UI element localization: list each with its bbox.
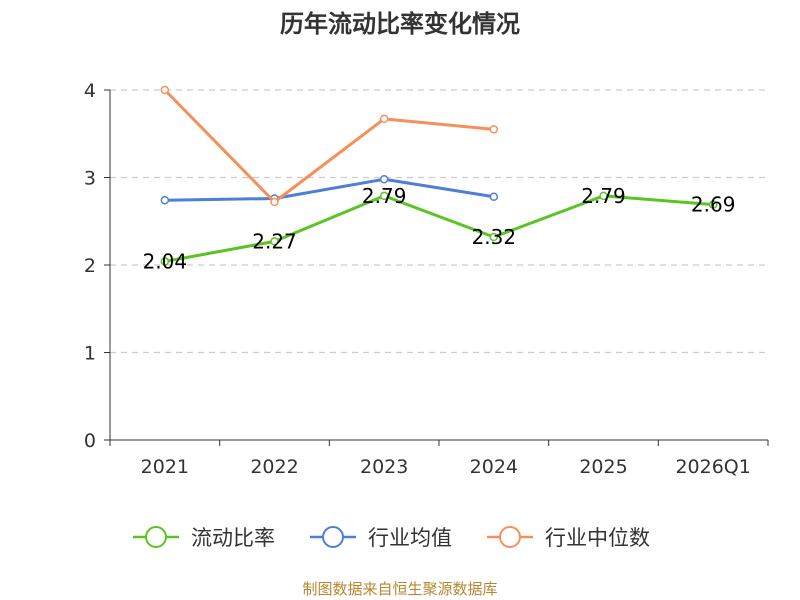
series-line-2	[163, 88, 494, 204]
point-2-2022	[270, 197, 279, 207]
x-tick-label-2025: 2025	[579, 456, 627, 478]
point-0-2023	[379, 191, 389, 201]
y-tick-label-4: 4	[84, 80, 96, 102]
chart-title: 历年流动比率变化情况	[280, 10, 520, 38]
legend-marker-1	[322, 526, 344, 548]
point-0-2025	[599, 191, 608, 201]
x-tick-label-2023: 2023	[360, 456, 408, 478]
grid-lines	[110, 89, 768, 354]
point-1-2023	[379, 175, 389, 184]
point-1-2024	[489, 192, 499, 201]
y-tick-label-1: 1	[84, 343, 96, 365]
legend-label-2: 行业中位数	[545, 526, 650, 550]
data-label-2026Q1: 2.69	[691, 193, 736, 217]
series-line-1	[164, 177, 495, 202]
series-2	[160, 85, 499, 207]
x-tick-label-2026Q1: 2026Q1	[675, 456, 750, 478]
point-0-2026Q1	[708, 200, 718, 209]
data-label-2022: 2.27	[252, 229, 297, 253]
x-tick-label-2024: 2024	[470, 456, 518, 478]
point-2-2021	[160, 85, 170, 95]
legend-label-0: 流动比率	[191, 526, 275, 550]
data-labels: 2.04 2.27 2.79 2.32 2.79 2.69	[143, 184, 736, 274]
series-0	[160, 191, 718, 266]
x-tick-label-2021: 2021	[141, 456, 189, 478]
series-1	[160, 175, 499, 205]
legend-item-1[interactable]: 行业均值	[310, 526, 452, 550]
x-tick-label-2022: 2022	[250, 456, 298, 478]
source-note: 制图数据来自恒生聚源数据库	[302, 580, 497, 598]
legend-item-0[interactable]: 流动比率	[133, 526, 275, 550]
data-label-2021: 2.04	[143, 250, 188, 274]
y-tick-label-3: 3	[84, 168, 96, 190]
axes: 0 1 2 3 4 2021 2022 2023 2024 2025 2026Q1	[84, 80, 769, 478]
point-0-2021	[160, 257, 170, 266]
point-2-2023	[379, 114, 389, 124]
series-layer	[160, 85, 718, 266]
legend-marker-0	[145, 526, 167, 548]
point-2-2024	[489, 125, 499, 134]
y-tick-label-2: 2	[84, 255, 96, 277]
data-label-2025: 2.79	[581, 184, 626, 208]
data-label-2024: 2.32	[472, 225, 517, 249]
series-line-0	[164, 194, 714, 263]
legend-label-1: 行业均值	[368, 526, 452, 550]
point-0-2024	[489, 232, 499, 242]
legend-marker-2	[499, 526, 521, 548]
point-1-2021	[160, 196, 170, 205]
point-0-2022	[270, 237, 279, 246]
legend-item-2[interactable]: 行业中位数	[487, 526, 650, 550]
data-label-2023: 2.79	[362, 184, 407, 208]
y-tick-label-0: 0	[84, 430, 96, 452]
legend[interactable]: 流动比率 行业均值 行业中位数	[133, 526, 650, 550]
